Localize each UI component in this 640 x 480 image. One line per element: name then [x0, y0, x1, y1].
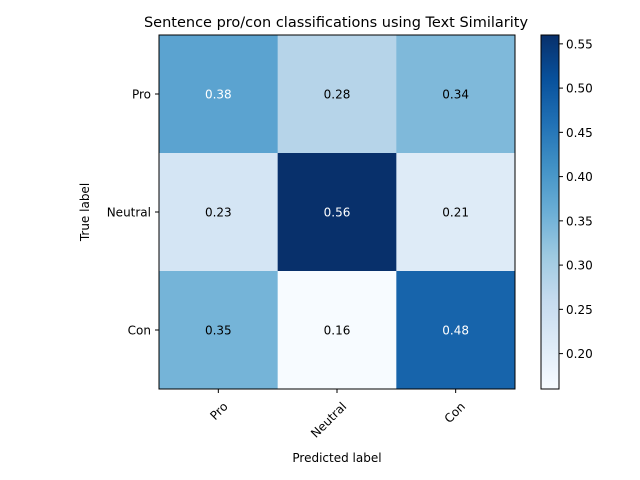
colorbar-tick-label: 0.30	[566, 259, 593, 273]
x-axis-ticks: Pro Neutral Con	[207, 389, 468, 441]
cell-value-label: 0.23	[205, 206, 232, 220]
y-axis-ticks: Pro Neutral Con	[107, 88, 159, 338]
y-axis-label: True label	[78, 183, 92, 242]
heatmap-cell	[159, 153, 279, 272]
colorbar-tick-label: 0.25	[566, 303, 593, 317]
colorbar-tick-label: 0.50	[566, 82, 593, 96]
cell-value-label: 0.48	[442, 324, 469, 338]
colorbar-ticks: 0.20 0.25 0.30 0.35 0.40 0.45 0.50 0.55	[559, 37, 593, 361]
cell-value-label: 0.56	[324, 206, 351, 220]
heatmap-cell	[396, 271, 516, 390]
colorbar-tick-label: 0.20	[566, 347, 593, 361]
colorbar	[540, 34, 560, 390]
y-tick-label: Con	[128, 324, 151, 338]
heatmap-cell	[396, 153, 516, 272]
colorbar-tick-label: 0.40	[566, 170, 593, 184]
x-tick-label: Neutral	[308, 399, 349, 440]
cell-value-label: 0.16	[324, 324, 351, 338]
heatmap-cell	[396, 35, 516, 154]
y-tick-label: Pro	[132, 88, 151, 102]
cell-value-label: 0.34	[442, 88, 469, 102]
chart-title: Sentence pro/con classifications using T…	[144, 15, 528, 31]
heatmap-cell	[277, 153, 397, 272]
cell-value-label: 0.21	[442, 206, 469, 220]
cell-value-label: 0.35	[205, 324, 232, 338]
x-axis-label: Predicted label	[292, 451, 381, 465]
cell-value-label: 0.28	[324, 88, 351, 102]
colorbar-tick-label: 0.45	[566, 126, 593, 140]
x-tick-label: Con	[442, 399, 468, 425]
cell-value-label: 0.38	[205, 88, 232, 102]
colorbar-tick-label: 0.55	[566, 37, 593, 51]
heatmap-cell-labels: 0.38 0.28 0.34 0.23 0.56 0.21 0.35 0.16 0.48	[205, 88, 469, 338]
y-tick-label: Neutral	[107, 206, 151, 220]
heatmap-cells	[159, 35, 516, 390]
heatmap-cell	[277, 35, 397, 154]
heatmap-cell	[159, 35, 279, 154]
x-tick-label: Pro	[207, 399, 230, 422]
heatmap-cell	[277, 271, 397, 390]
heatmap-cell	[159, 271, 279, 390]
colorbar-tick-label: 0.35	[566, 214, 593, 228]
